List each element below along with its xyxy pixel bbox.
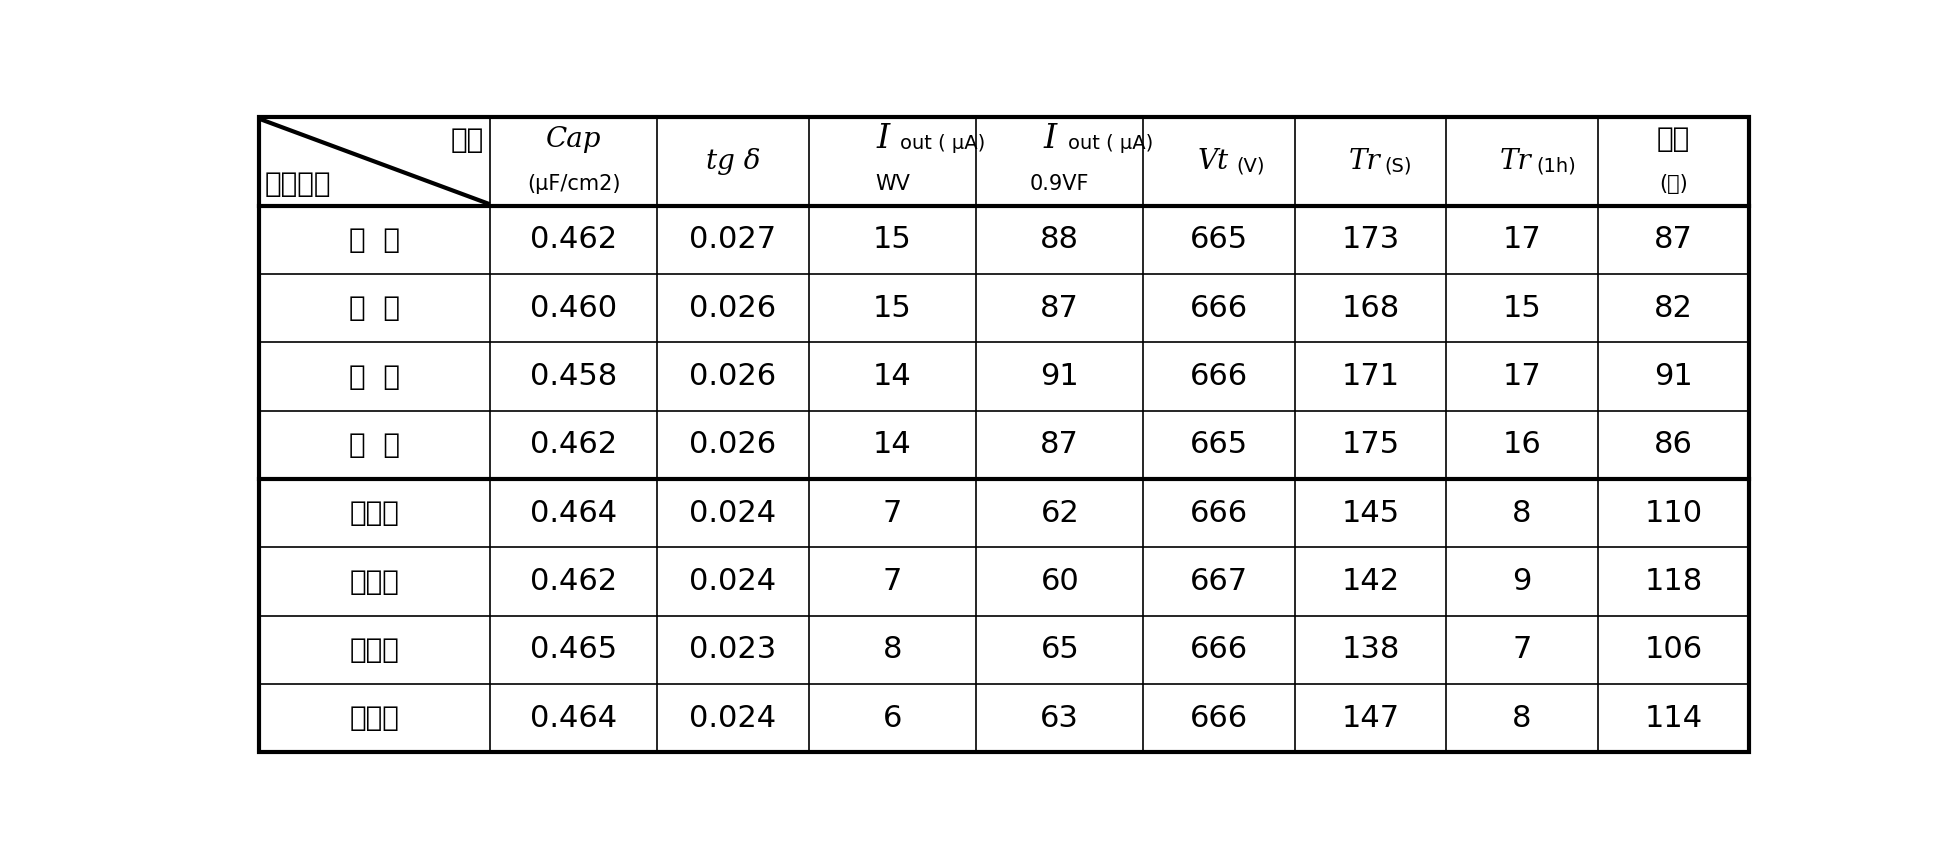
Text: 142: 142 bbox=[1342, 567, 1399, 596]
Text: 15: 15 bbox=[874, 226, 911, 254]
Text: 8: 8 bbox=[1512, 703, 1532, 733]
Text: 666: 666 bbox=[1191, 499, 1248, 528]
Text: 110: 110 bbox=[1644, 499, 1702, 528]
Text: 666: 666 bbox=[1191, 703, 1248, 733]
Text: 化成方法: 化成方法 bbox=[264, 170, 331, 198]
Text: 175: 175 bbox=[1342, 430, 1399, 460]
Text: 7: 7 bbox=[1512, 635, 1532, 665]
Text: 的  电: 的 电 bbox=[349, 294, 400, 322]
Text: 171: 171 bbox=[1342, 362, 1399, 391]
Text: 14: 14 bbox=[874, 430, 911, 460]
Text: out ( μA): out ( μA) bbox=[1068, 133, 1152, 152]
Text: I: I bbox=[1044, 123, 1058, 155]
Text: 17: 17 bbox=[1503, 362, 1542, 391]
Text: 0.460: 0.460 bbox=[531, 294, 617, 323]
Text: 0.024: 0.024 bbox=[690, 703, 776, 733]
Text: 项目: 项目 bbox=[451, 127, 484, 154]
Text: 82: 82 bbox=[1653, 294, 1693, 323]
Text: 0.023: 0.023 bbox=[690, 635, 776, 665]
Text: 0.9VF: 0.9VF bbox=[1030, 174, 1089, 194]
Text: 0.465: 0.465 bbox=[531, 635, 617, 665]
Text: 6: 6 bbox=[884, 703, 901, 733]
Text: 168: 168 bbox=[1342, 294, 1401, 323]
Text: (μF/cm2): (μF/cm2) bbox=[527, 174, 621, 194]
Text: 91: 91 bbox=[1040, 362, 1079, 391]
Text: 667: 667 bbox=[1191, 567, 1248, 596]
Text: 114: 114 bbox=[1644, 703, 1702, 733]
Text: 0.462: 0.462 bbox=[531, 430, 617, 460]
Text: 62: 62 bbox=[1040, 499, 1079, 528]
Text: 0.026: 0.026 bbox=[690, 294, 776, 323]
Text: 15: 15 bbox=[1503, 294, 1542, 323]
Text: (V): (V) bbox=[1236, 157, 1266, 176]
Text: 145: 145 bbox=[1342, 499, 1399, 528]
Text: 15: 15 bbox=[874, 294, 911, 323]
Text: WV: WV bbox=[876, 174, 909, 194]
Text: Tr: Tr bbox=[1348, 148, 1381, 175]
Text: 折弯: 折弯 bbox=[1657, 126, 1691, 153]
Text: 666: 666 bbox=[1191, 294, 1248, 323]
Text: 87: 87 bbox=[1040, 294, 1079, 323]
Text: I: I bbox=[876, 123, 889, 155]
Text: 0.458: 0.458 bbox=[531, 362, 617, 391]
Text: (回): (回) bbox=[1659, 174, 1689, 194]
Text: 8: 8 bbox=[884, 635, 903, 665]
Text: 9: 9 bbox=[1512, 567, 1532, 596]
Text: out ( μA): out ( μA) bbox=[901, 133, 985, 152]
Text: 106: 106 bbox=[1644, 635, 1702, 665]
Text: 合电极: 合电极 bbox=[349, 636, 400, 664]
Text: 0.462: 0.462 bbox=[531, 226, 617, 254]
Text: 极  板: 极 板 bbox=[349, 362, 400, 391]
Text: 666: 666 bbox=[1191, 362, 1248, 391]
Text: 665: 665 bbox=[1191, 430, 1248, 460]
Text: 结  构: 结 构 bbox=[349, 430, 400, 459]
Text: 0.464: 0.464 bbox=[531, 703, 617, 733]
Text: 87: 87 bbox=[1040, 430, 1079, 460]
Text: 0.462: 0.462 bbox=[531, 567, 617, 596]
Text: 0.026: 0.026 bbox=[690, 430, 776, 460]
Text: (1h): (1h) bbox=[1536, 157, 1575, 176]
Text: 63: 63 bbox=[1040, 703, 1079, 733]
Text: 665: 665 bbox=[1191, 226, 1248, 254]
Text: 147: 147 bbox=[1342, 703, 1399, 733]
Text: 条状组: 条状组 bbox=[349, 567, 400, 596]
Text: 65: 65 bbox=[1040, 635, 1079, 665]
Text: 86: 86 bbox=[1653, 430, 1693, 460]
Text: 118: 118 bbox=[1644, 567, 1702, 596]
Text: 7: 7 bbox=[884, 567, 901, 596]
Text: 本发明: 本发明 bbox=[349, 499, 400, 527]
Text: 91: 91 bbox=[1653, 362, 1693, 391]
Text: Tr: Tr bbox=[1501, 148, 1532, 175]
Text: 8: 8 bbox=[1512, 499, 1532, 528]
Text: 7: 7 bbox=[884, 499, 901, 528]
Text: 88: 88 bbox=[1040, 226, 1079, 254]
Text: 60: 60 bbox=[1040, 567, 1079, 596]
Text: 17: 17 bbox=[1503, 226, 1542, 254]
Text: 0.024: 0.024 bbox=[690, 499, 776, 528]
Text: 666: 666 bbox=[1191, 635, 1248, 665]
Text: 0.026: 0.026 bbox=[690, 362, 776, 391]
Text: 138: 138 bbox=[1342, 635, 1401, 665]
Text: 0.027: 0.027 bbox=[690, 226, 776, 254]
Text: 173: 173 bbox=[1342, 226, 1401, 254]
Text: 16: 16 bbox=[1503, 430, 1542, 460]
Text: 14: 14 bbox=[874, 362, 911, 391]
Text: Cap: Cap bbox=[547, 126, 601, 152]
Text: 0.024: 0.024 bbox=[690, 567, 776, 596]
Text: 0.464: 0.464 bbox=[531, 499, 617, 528]
Text: 传  统: 传 统 bbox=[349, 226, 400, 254]
Text: tg δ: tg δ bbox=[705, 148, 760, 175]
Text: Vt: Vt bbox=[1197, 148, 1228, 175]
Text: 板结构: 板结构 bbox=[349, 704, 400, 732]
Text: 87: 87 bbox=[1653, 226, 1693, 254]
Text: (S): (S) bbox=[1385, 157, 1412, 176]
